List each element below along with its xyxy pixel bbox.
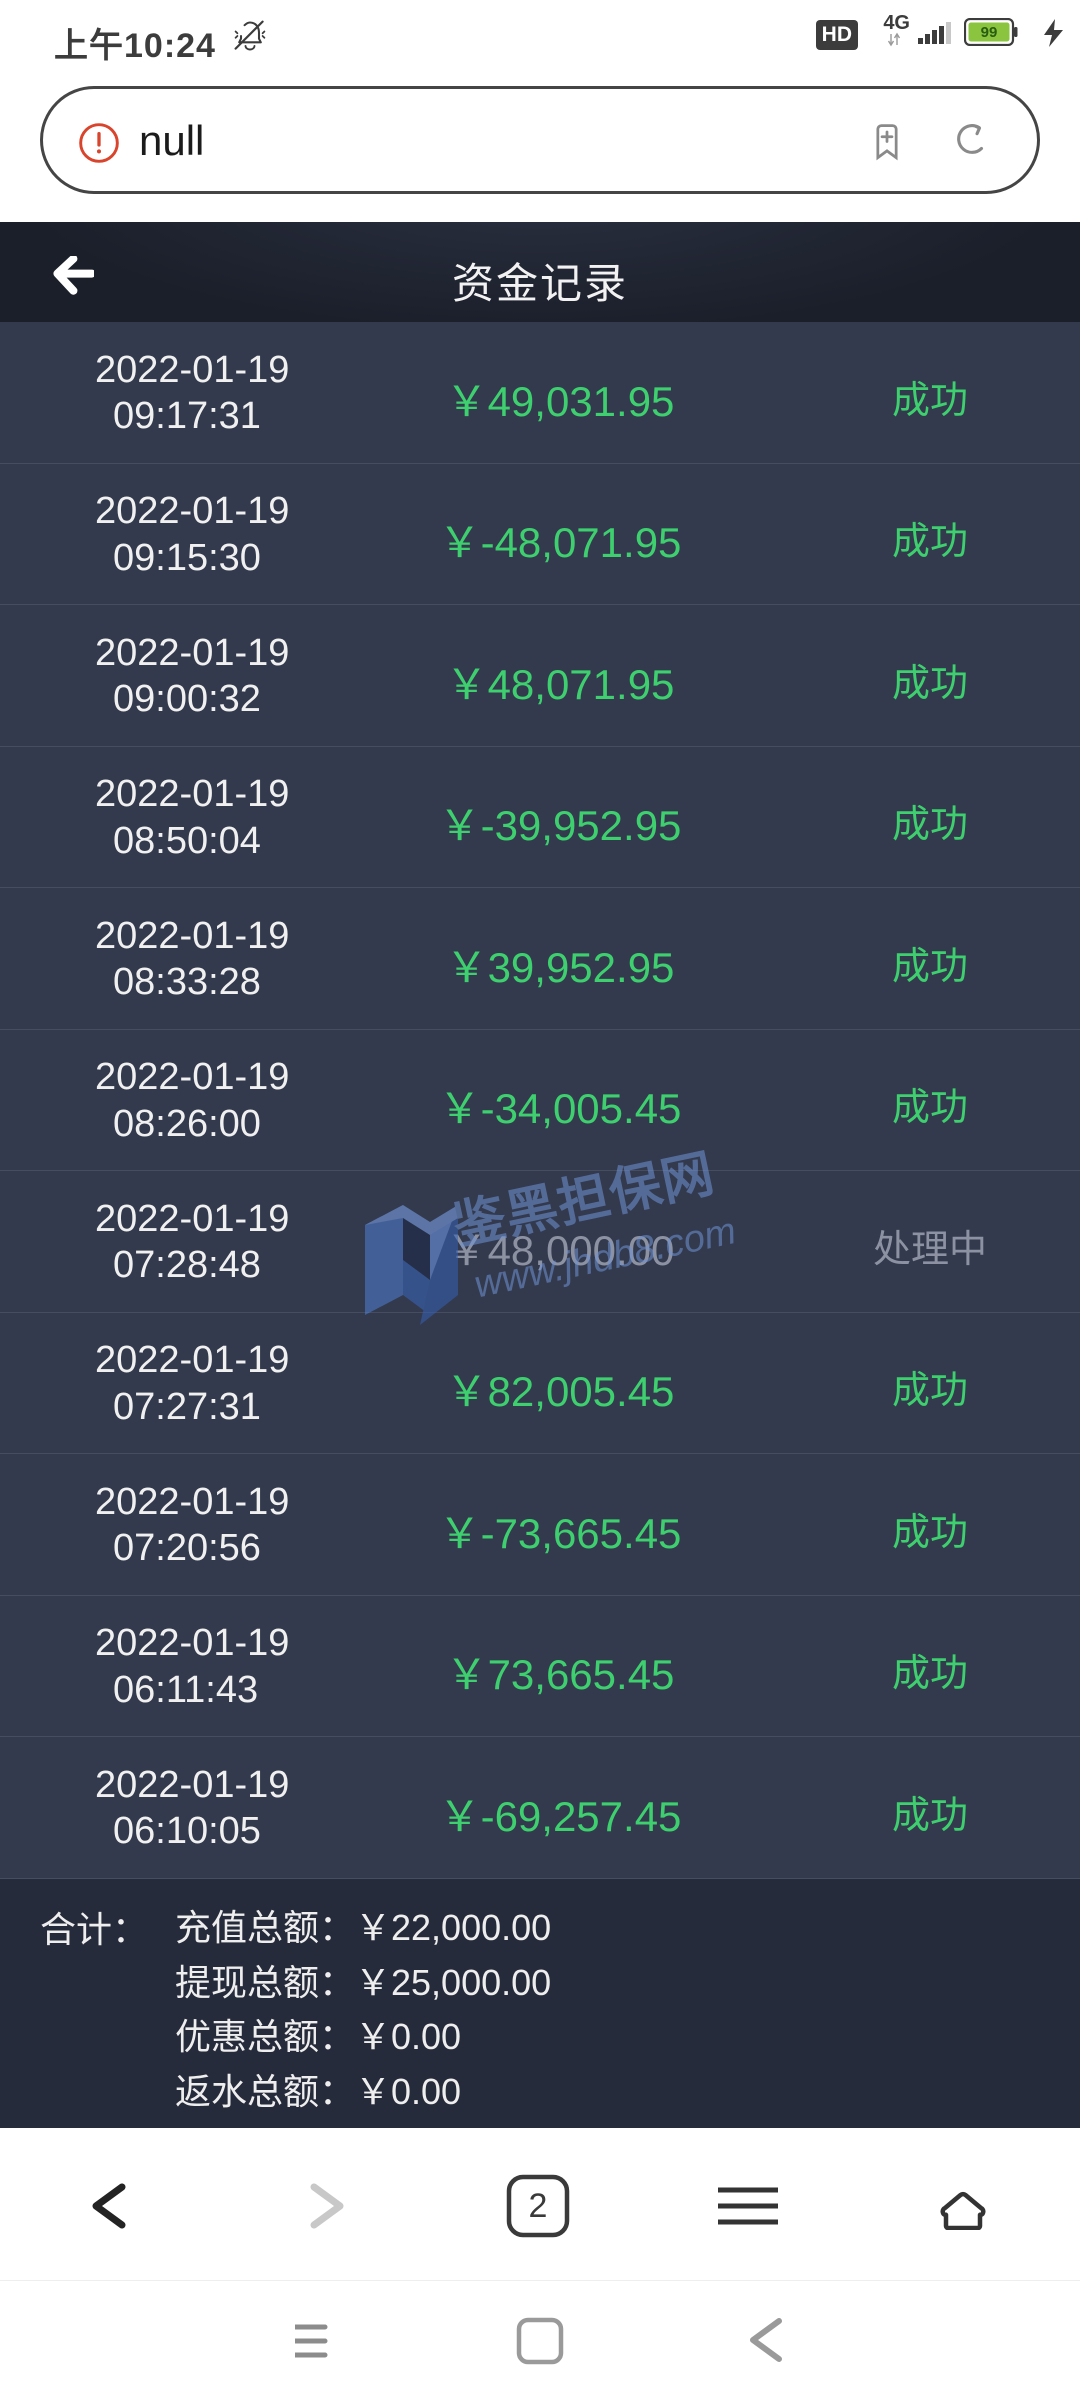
svg-text:2: 2 [529, 2187, 548, 2225]
svg-text:99: 99 [981, 24, 998, 41]
